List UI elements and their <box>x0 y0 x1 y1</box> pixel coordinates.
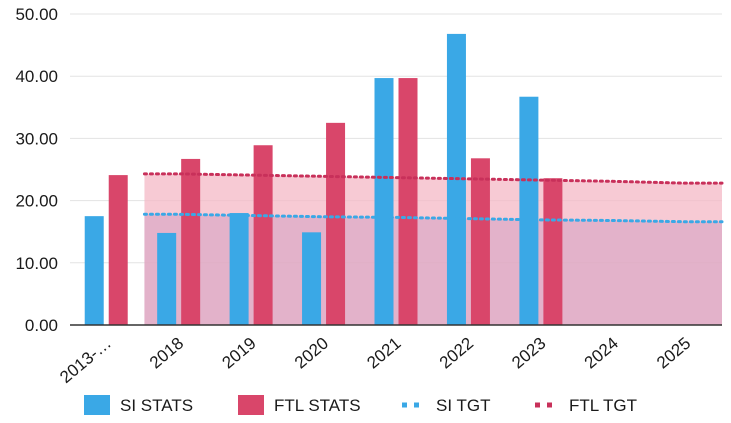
si-tgt-line <box>142 212 724 224</box>
bar-si-stats <box>302 232 322 325</box>
bar-si-stats <box>519 96 539 325</box>
bar-ftl-stats <box>543 178 563 325</box>
y-tick-label: 20.00 <box>15 192 58 211</box>
y-tick-label: 40.00 <box>15 67 58 86</box>
legend-label: FTL TGT <box>569 396 637 415</box>
si-tgt-area <box>144 214 722 325</box>
bar-ftl-stats <box>253 145 273 325</box>
legend-item: FTL TGT <box>535 396 637 415</box>
x-tick-label: 2025 <box>653 334 694 373</box>
x-tick-label: 2019 <box>218 334 259 373</box>
x-tick-label: 2021 <box>363 334 404 373</box>
legend-item: SI STATS <box>84 395 193 415</box>
y-tick-label: 50.00 <box>15 5 58 24</box>
x-tick-label: 2013-… <box>56 334 115 387</box>
x-tick-label: 2024 <box>581 334 622 373</box>
bar-ftl-stats <box>326 122 346 325</box>
bar-ftl-stats <box>181 158 201 325</box>
y-tick-label: 0.00 <box>25 316 58 335</box>
bar-si-stats <box>374 78 394 325</box>
bar-si-stats <box>229 213 249 325</box>
legend-item: FTL STATS <box>238 395 361 415</box>
legend-label: FTL STATS <box>274 396 361 415</box>
bar-ftl-stats <box>470 158 490 325</box>
bar-ftl-stats <box>108 175 128 325</box>
legend-swatch <box>238 395 264 415</box>
bar-si-stats <box>157 232 177 325</box>
x-tick-label: 2020 <box>291 334 332 373</box>
ftl-tgt-line <box>142 172 724 185</box>
legend-label: SI TGT <box>436 396 490 415</box>
x-tick-label: 2018 <box>146 334 187 373</box>
legend-item: SI TGT <box>402 396 490 415</box>
bar-ftl-stats <box>398 78 418 325</box>
x-tick-label: 2023 <box>508 334 549 373</box>
bar-si-stats <box>84 216 104 325</box>
legend-swatch <box>84 395 110 415</box>
x-tick-label: 2022 <box>436 334 477 373</box>
target-area <box>144 173 722 325</box>
y-tick-label: 30.00 <box>15 129 58 148</box>
legend: SI STATS FTL STATS SI TGT FTL TGT <box>84 395 637 415</box>
target-lines <box>142 172 724 224</box>
legend-label: SI STATS <box>120 396 193 415</box>
bars <box>84 33 563 326</box>
y-tick-label: 10.00 <box>15 254 58 273</box>
